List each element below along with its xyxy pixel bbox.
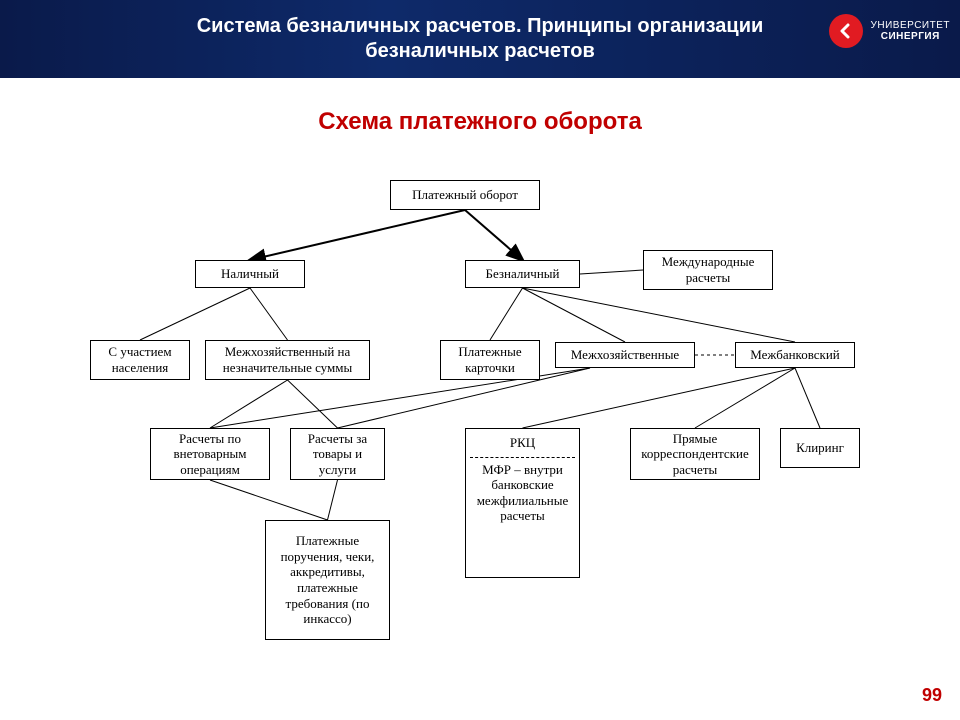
- university-logo: УНИВЕРСИТЕТ СИНЕРГИЯ: [829, 14, 950, 48]
- logo-text: УНИВЕРСИТЕТ СИНЕРГИЯ: [871, 20, 950, 42]
- node-interbank: Межбанковский: [735, 342, 855, 368]
- node-direct: Прямые корреспондентские расчеты: [630, 428, 760, 480]
- node-cards: Платежные карточки: [440, 340, 540, 380]
- node-cash: Наличный: [195, 260, 305, 288]
- diagram-title: Схема платежного оборота: [0, 108, 960, 136]
- node-instruments: Платежные поручения, чеки, аккредитивы, …: [265, 520, 390, 640]
- node-root: Платежный оборот: [390, 180, 540, 210]
- logo-badge-icon: [829, 14, 863, 48]
- node-noncash: Безналичный: [465, 260, 580, 288]
- node-pop: С участием населения: [90, 340, 190, 380]
- logo-text-bottom: СИНЕРГИЯ: [881, 31, 940, 42]
- header-title: Система безналичных расчетов. Принципы о…: [197, 14, 764, 64]
- node-rkc: РКЦМФР – внутри банковские межфилиальные…: [465, 428, 580, 578]
- diagram-canvas: Платежный оборот Наличный Безналичный Между…: [0, 170, 960, 710]
- page-number: 99: [922, 685, 942, 706]
- node-interhh: Межхозяйственный на незначительные суммы: [205, 340, 370, 380]
- logo-text-top: УНИВЕРСИТЕТ: [871, 20, 950, 31]
- header-title-line2: безналичных расчетов: [365, 40, 595, 62]
- slide-header: Система безналичных расчетов. Принципы о…: [0, 0, 960, 78]
- node-clearing: Клиринг: [780, 428, 860, 468]
- node-nontrade: Расчеты по внетоварным операциям: [150, 428, 270, 480]
- node-goods: Расчеты за товары и услуги: [290, 428, 385, 480]
- node-intl: Международные расчеты: [643, 250, 773, 290]
- header-title-line1: Система безналичных расчетов. Принципы о…: [197, 15, 764, 37]
- node-interhh2: Межхозяйственные: [555, 342, 695, 368]
